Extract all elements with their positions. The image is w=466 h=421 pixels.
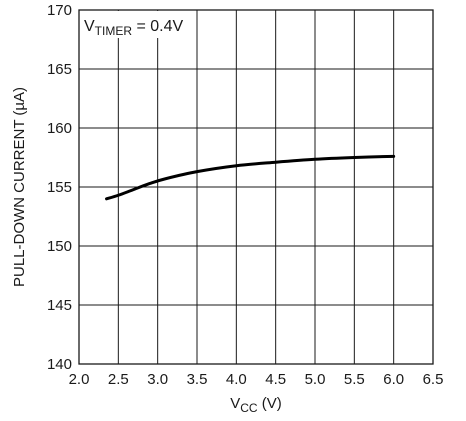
x-tick-label: 3.5 [187,371,208,388]
x-tick-label: 2.0 [69,371,90,388]
annotation-label: VTIMER = 0.4V [84,18,183,38]
x-tick-label: 2.5 [108,371,129,388]
plot-frame [78,9,434,365]
y-tick-labels: 140 145 150 155 160 165 170 [47,2,72,373]
grid-lines [79,10,433,364]
series-line [105,154,396,201]
x-axis-label-suffix: (V) [258,395,282,412]
series-layer [105,154,396,201]
y-tick-label: 140 [47,356,72,373]
y-tick-label: 155 [47,179,72,196]
annotation-box [80,11,188,38]
x-axis-label-subscript: CC [240,401,258,415]
y-tick-label: 145 [47,297,72,314]
y-tick-label: 150 [47,238,72,255]
y-axis-label: PULL-DOWN CURRENT (µA) [11,87,28,287]
x-axis-label-main: V [230,395,240,412]
x-axis-label: VCC (V) [230,395,282,415]
x-tick-labels: 2.0 2.5 3.0 3.5 4.0 4.5 5.0 5.5 6.0 6.5 [69,371,444,388]
x-tick-label: 4.5 [265,371,286,388]
y-tick-label: 160 [47,120,72,137]
plot-border [78,9,434,365]
x-tick-label: 5.5 [344,371,365,388]
y-tick-label: 165 [47,61,72,78]
y-tick-label: 170 [47,2,72,19]
annotation-suffix: = 0.4V [132,18,183,35]
annotation-subscript: TIMER [95,24,133,38]
x-tick-label: 6.5 [423,371,444,388]
annotation-main: V [84,18,95,35]
x-tick-label: 5.0 [305,371,326,388]
x-tick-label: 4.0 [226,371,247,388]
x-tick-label: 6.0 [383,371,404,388]
x-tick-label: 3.0 [147,371,168,388]
